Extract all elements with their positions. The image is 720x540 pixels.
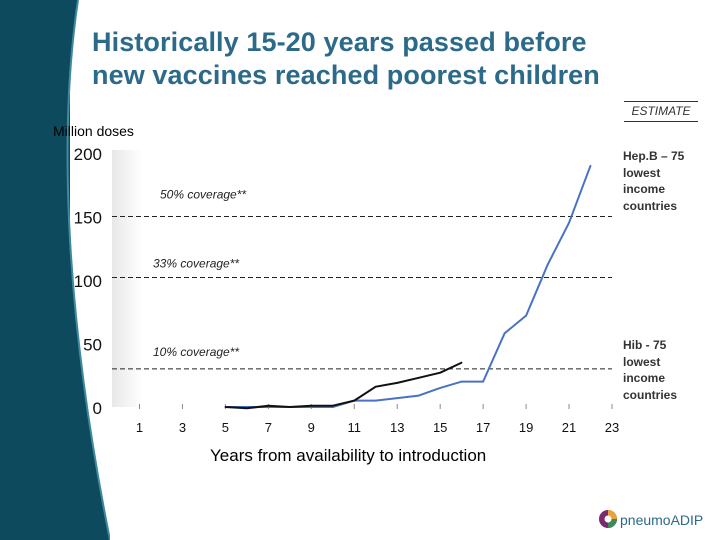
legend-hepb-line: Hep.B – 75	[623, 149, 685, 163]
y-tick-label: 0	[93, 399, 102, 418]
hib-data-point	[246, 407, 248, 410]
band-stripe	[66, 0, 110, 540]
y-tick-label: 150	[74, 209, 102, 228]
hib-data-point	[267, 404, 270, 407]
hepb-data-point	[589, 164, 592, 167]
band-curve	[67, 0, 110, 540]
hepb-data-point	[568, 222, 570, 224]
x-tick-label: 17	[476, 420, 490, 435]
x-axis-label: Years from availability to introduction	[210, 446, 487, 465]
legend-hib: Hib - 75 lowest income countries	[623, 337, 703, 403]
x-tick-label: 15	[433, 420, 447, 435]
x-tick-label: 21	[562, 420, 576, 435]
hib-data-point	[353, 399, 356, 402]
coverage-label-bg	[150, 344, 246, 360]
hib-data-point	[331, 404, 334, 407]
legend-hib-line: lowest	[623, 354, 661, 369]
hib-data-point	[374, 385, 377, 388]
legend-hepb-line: income	[623, 182, 666, 196]
coverage-label: 50% coverage**	[160, 188, 246, 202]
legend-hib-line: countries	[623, 387, 678, 402]
legend-hepb-line: lowest	[623, 165, 661, 180]
hepb-data-point	[396, 397, 399, 399]
legend-hepb: Hep.B – 75 lowest income countries	[623, 148, 703, 214]
left-band	[0, 0, 110, 540]
legend-hepb-line: countries	[623, 198, 678, 213]
x-tick-label: 9	[308, 420, 315, 435]
hepb-data-point	[482, 380, 484, 383]
estimate-label: ESTIMATE	[624, 101, 698, 122]
hib-series-line	[225, 361, 463, 410]
x-tick-label: 3	[179, 420, 186, 435]
coverage-label-bg	[157, 187, 253, 203]
y-tick-label: 200	[74, 145, 102, 164]
slide-title: Historically 15-20 years passed before n…	[92, 26, 692, 92]
band-dark	[0, 0, 70, 540]
hib-data-point	[417, 376, 420, 379]
pneumoadip-logo: pneumoADIP	[596, 506, 714, 534]
hepb-data-point	[439, 387, 441, 389]
hib-data-point	[224, 406, 227, 408]
y-axis-label: Million doses	[53, 123, 134, 139]
hepb-data-point	[525, 314, 527, 317]
hepb-data-point	[503, 332, 506, 335]
coverage-label: 10% coverage**	[153, 345, 239, 359]
logo-icon	[599, 510, 617, 528]
legend-hib-line: income	[623, 371, 666, 385]
hib-data-point	[460, 361, 463, 364]
hib-data-point	[439, 371, 441, 374]
coverage-label-bg	[150, 256, 246, 272]
hepb-data-point	[417, 394, 420, 397]
hib-data-point	[310, 404, 313, 407]
x-tick-label: 11	[348, 420, 362, 435]
x-tick-label: 5	[222, 420, 229, 435]
hepb-data-point	[460, 380, 463, 383]
title-line-2: new vaccines reached poorest children	[92, 60, 600, 90]
x-tick-label: 19	[519, 420, 533, 435]
x-tick-label: 23	[605, 420, 619, 435]
coverage-label: 33% coverage**	[153, 256, 239, 270]
logo-text: pneumoADIP	[620, 512, 704, 528]
x-tick-label: 1	[136, 420, 143, 435]
hib-data-point	[396, 382, 399, 384]
hepb-data-point	[374, 399, 377, 402]
hepb-data-point	[546, 263, 549, 266]
y-tick-label: 100	[74, 272, 102, 291]
title-line-1: Historically 15-20 years passed before	[92, 27, 587, 57]
y-tick-label: 50	[83, 336, 102, 355]
legend-hib-line: Hib - 75	[623, 338, 667, 352]
x-tick-label: 13	[390, 420, 404, 435]
x-tick-label: 7	[265, 420, 272, 435]
hib-data-point	[289, 406, 291, 408]
